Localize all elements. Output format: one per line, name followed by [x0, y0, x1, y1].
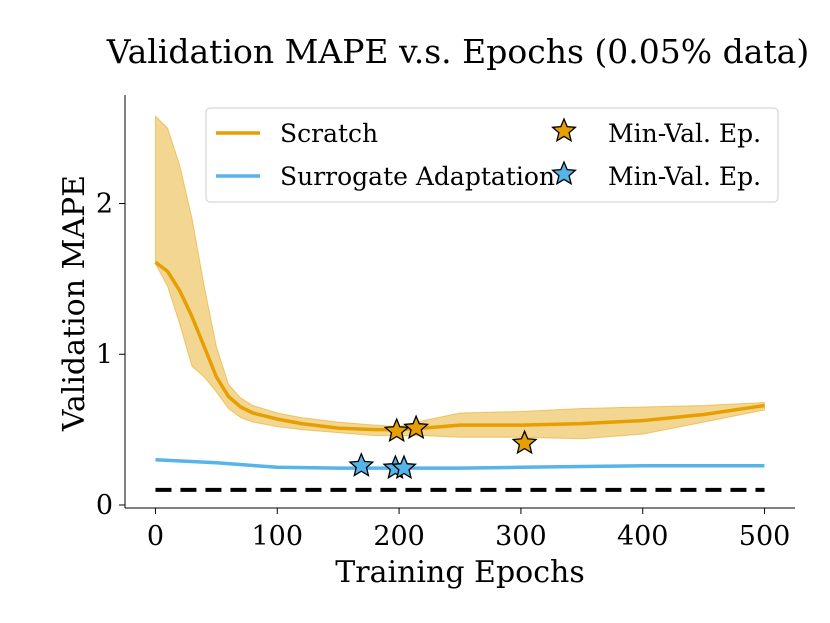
legend-surrogate-minval-label: Min-Val. Ep. [608, 162, 761, 191]
scratch-confidence-band [155, 114, 765, 440]
legend-scratch-label: Scratch [280, 119, 378, 148]
y-tick-label: 2 [96, 189, 113, 220]
legend-star-icon [550, 160, 578, 186]
x-tick-label: 400 [617, 521, 669, 552]
x-axis-label: Training Epochs [335, 555, 585, 590]
legend-scratch-minval-label: Min-Val. Ep. [608, 119, 761, 148]
y-tick-label: 0 [96, 490, 113, 521]
surrogate-min-val-star-marker [348, 452, 375, 477]
surrogate-min-val-star-marker [390, 454, 418, 480]
chart-title: Validation MAPE v.s. Epochs (0.05% data) [106, 32, 809, 71]
x-tick-label: 200 [373, 521, 425, 552]
legend-box [205, 107, 779, 203]
y-tick-label: 1 [96, 339, 113, 370]
legend: Scratch Surrogate Adaptation Min-Val. Ep… [205, 107, 779, 203]
x-tick-label: 100 [251, 521, 303, 552]
x-tick-label: 300 [495, 521, 547, 552]
plot-area: 0 100 200 300 400 500 0 1 2 [96, 95, 795, 552]
x-tick-label: 500 [739, 521, 791, 552]
scratch-min-val-star-marker [403, 414, 430, 440]
scratch-min-val-star-marker [383, 417, 410, 443]
legend-scratch-star-icon [550, 117, 578, 143]
scratch-series-line [154, 260, 765, 432]
legend-surrogate-star-icon [550, 160, 578, 186]
y-axis-label: Validation MAPE [57, 175, 92, 432]
scratch-min-val-star-marker [511, 429, 538, 455]
legend-star-icon [550, 117, 578, 143]
surrogate-series-line [155, 458, 765, 470]
legend-surrogate-label: Surrogate Adaptation [280, 162, 555, 191]
x-tick-label: 0 [147, 521, 164, 552]
